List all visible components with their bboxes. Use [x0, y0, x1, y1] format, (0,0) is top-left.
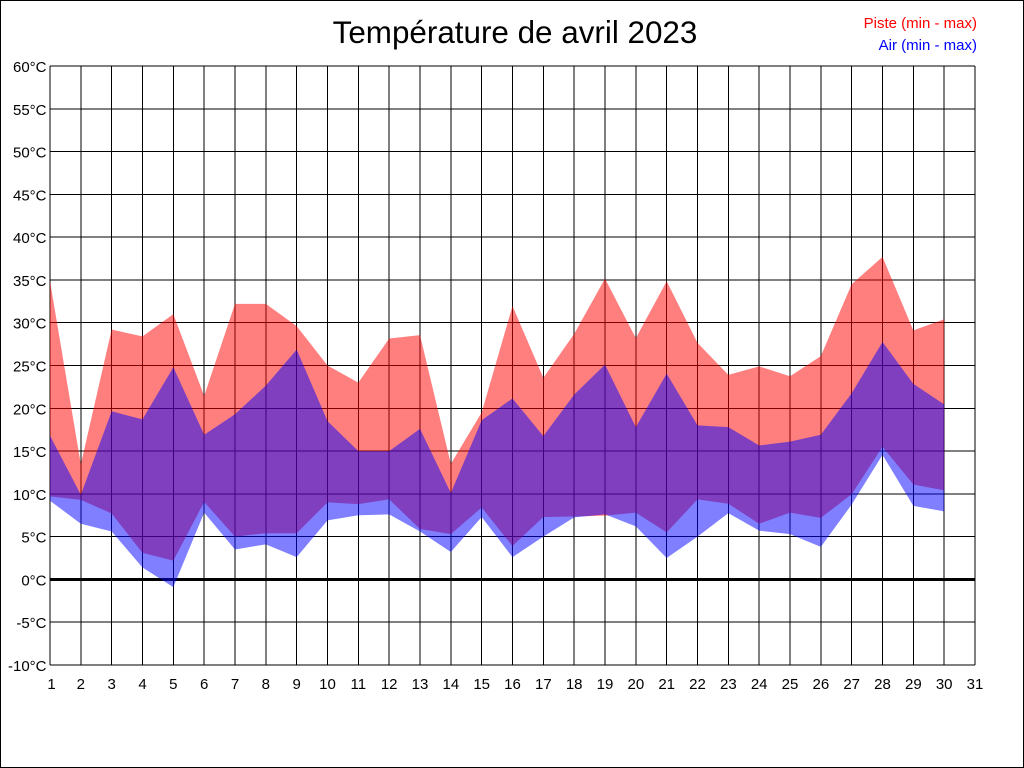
- svg-text:25°C: 25°C: [13, 359, 47, 376]
- svg-text:7: 7: [231, 676, 239, 693]
- svg-text:5: 5: [169, 676, 177, 693]
- svg-text:31: 31: [967, 676, 984, 693]
- svg-text:19: 19: [597, 676, 614, 693]
- svg-text:Air (min - max): Air (min - max): [879, 37, 977, 54]
- svg-text:21: 21: [658, 676, 675, 693]
- svg-text:3: 3: [107, 676, 115, 693]
- svg-text:18: 18: [566, 676, 583, 693]
- svg-text:2: 2: [77, 676, 85, 693]
- svg-text:14: 14: [442, 676, 459, 693]
- svg-text:60°C: 60°C: [13, 59, 47, 76]
- svg-text:35°C: 35°C: [13, 273, 47, 290]
- svg-text:1: 1: [47, 676, 55, 693]
- svg-text:6: 6: [200, 676, 208, 693]
- svg-text:26: 26: [812, 676, 829, 693]
- svg-text:10: 10: [319, 676, 336, 693]
- svg-text:25: 25: [782, 676, 799, 693]
- svg-text:15°C: 15°C: [13, 444, 47, 461]
- svg-text:11: 11: [351, 676, 367, 693]
- svg-text:15: 15: [473, 676, 490, 693]
- svg-text:Température de avril 2023: Température de avril 2023: [333, 15, 698, 50]
- svg-text:12: 12: [381, 676, 398, 693]
- svg-text:40°C: 40°C: [13, 230, 47, 247]
- svg-text:50°C: 50°C: [13, 145, 47, 162]
- svg-text:5°C: 5°C: [21, 530, 46, 547]
- svg-text:-5°C: -5°C: [16, 615, 46, 632]
- svg-text:17: 17: [535, 676, 552, 693]
- svg-text:13: 13: [412, 676, 429, 693]
- svg-text:30: 30: [936, 676, 953, 693]
- svg-text:29: 29: [905, 676, 922, 693]
- svg-text:22: 22: [689, 676, 706, 693]
- svg-text:8: 8: [262, 676, 270, 693]
- svg-text:20: 20: [627, 676, 644, 693]
- svg-text:4: 4: [138, 676, 146, 693]
- svg-text:24: 24: [751, 676, 768, 693]
- svg-text:28: 28: [874, 676, 891, 693]
- svg-text:30°C: 30°C: [13, 316, 47, 333]
- svg-text:55°C: 55°C: [13, 102, 47, 119]
- svg-text:23: 23: [720, 676, 737, 693]
- svg-text:45°C: 45°C: [13, 187, 47, 204]
- svg-text:10°C: 10°C: [13, 487, 47, 504]
- svg-text:27: 27: [843, 676, 860, 693]
- svg-text:9: 9: [292, 676, 300, 693]
- svg-text:Piste (min - max): Piste (min - max): [864, 15, 977, 32]
- svg-text:20°C: 20°C: [13, 401, 47, 418]
- svg-text:0°C: 0°C: [21, 572, 46, 589]
- svg-text:-10°C: -10°C: [8, 658, 47, 675]
- svg-text:16: 16: [504, 676, 521, 693]
